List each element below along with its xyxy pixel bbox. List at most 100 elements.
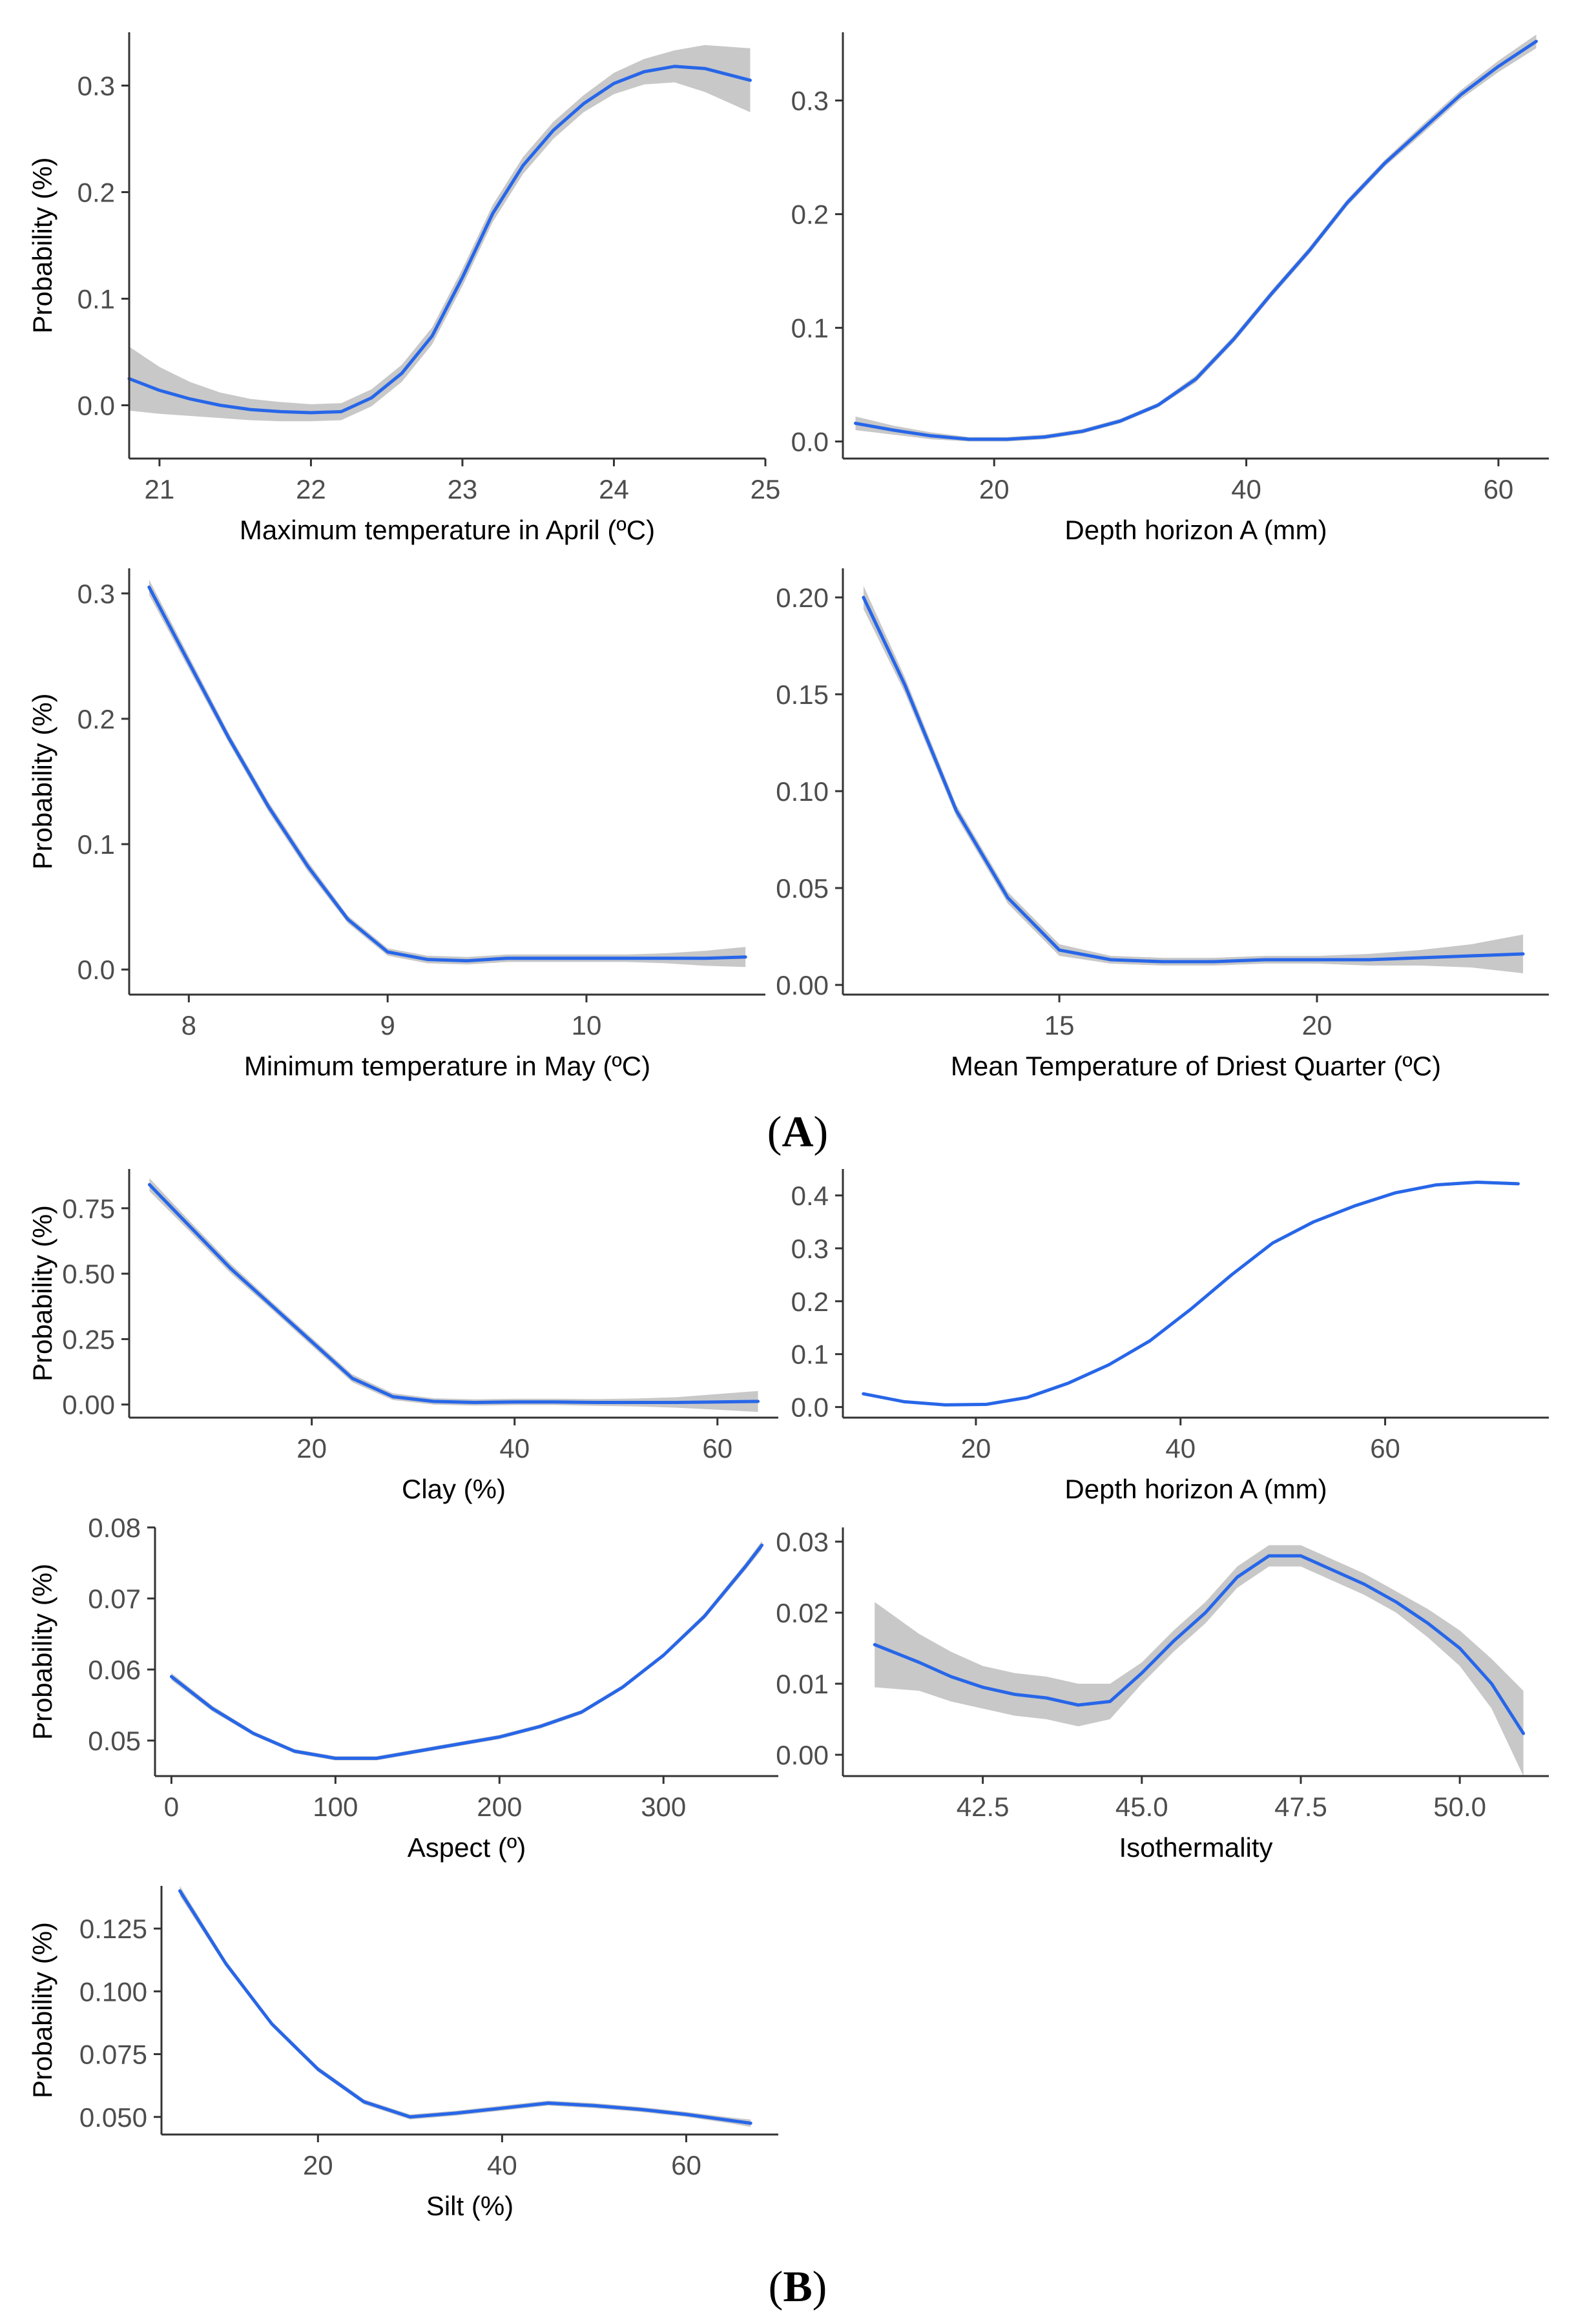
y-axis-label: Probability (%) <box>27 1205 57 1381</box>
data-point <box>1312 1221 1315 1223</box>
y-tick-label: 0.00 <box>776 1740 829 1770</box>
data-point <box>1476 1181 1478 1184</box>
data-point <box>431 335 433 337</box>
x-tick-label: 8 <box>181 1010 196 1040</box>
y-tick-label: 0.01 <box>776 1669 829 1699</box>
y-tick-label: 0.00 <box>776 970 829 1000</box>
data-point <box>187 661 190 664</box>
x-tick-label: 42.5 <box>957 1792 1010 1822</box>
x-tick-label: 40 <box>1165 1433 1196 1463</box>
data-point <box>1006 438 1008 440</box>
data-point <box>1013 1693 1016 1696</box>
data-point <box>1435 1184 1438 1186</box>
series-line <box>147 585 747 963</box>
data-point <box>432 1400 435 1403</box>
y-tick-label: 0.10 <box>776 776 829 807</box>
y-tick-label: 0.08 <box>88 1513 141 1543</box>
data-point <box>703 1615 706 1618</box>
y-tick-label: 0.1 <box>78 284 115 315</box>
data-point <box>316 2068 319 2071</box>
y-tick-label: 0.3 <box>78 579 115 609</box>
y-tick-label: 0.50 <box>62 1259 115 1289</box>
data-point <box>1490 1682 1493 1685</box>
y-axis-label: Probability (%) <box>27 693 57 869</box>
data-point <box>1204 1611 1207 1614</box>
data-point <box>400 372 403 375</box>
data-point <box>1161 960 1164 963</box>
data-point <box>982 1686 984 1689</box>
confidence-band <box>129 45 751 422</box>
panel-label-a: (A) <box>767 1107 828 1156</box>
y-tick-label: 0.125 <box>79 1914 147 1944</box>
x-tick-label: 50.0 <box>1433 1792 1486 1822</box>
data-point <box>539 1725 542 1728</box>
data-point <box>580 1711 583 1713</box>
subplot-4: 15 20 0.00 0.05 0.10 0.15 0.20 Mean Temperature… <box>776 568 1549 1081</box>
data-point <box>492 212 494 215</box>
data-point <box>1264 958 1267 961</box>
y-tick-label: 0.4 <box>791 1181 829 1211</box>
data-point <box>1517 1183 1520 1185</box>
data-point <box>1300 1555 1302 1557</box>
y-tick-label: 0.2 <box>78 704 115 734</box>
data-point <box>1006 896 1009 899</box>
data-point <box>862 1392 865 1395</box>
data-point <box>583 103 585 105</box>
data-point <box>506 957 508 960</box>
data-point <box>594 1401 597 1404</box>
data-point <box>1058 949 1061 951</box>
data-point <box>703 67 706 70</box>
data-point <box>211 1708 214 1710</box>
data-point <box>904 683 906 686</box>
subplot-3: 8 9 10 0.0 0.1 0.2 0.3 Minimum temperature in M… <box>27 568 765 1081</box>
data-point <box>716 1401 719 1403</box>
y-tick-label: 0.75 <box>62 1194 115 1224</box>
series-line <box>147 1183 760 1404</box>
subplot-8: 42.5 45.0 47.5 50.0 0.00 0.01 0.02 0.03 Isotherm… <box>776 1527 1549 1863</box>
data-point <box>252 1732 254 1735</box>
data-point <box>761 1544 763 1547</box>
data-point <box>1535 40 1538 43</box>
subplot-1: 21 22 23 24 25 0.0 0.1 0.2 0.3 Maximum temperatur… <box>27 32 780 545</box>
data-point <box>1522 953 1524 955</box>
data-point <box>1077 1704 1079 1706</box>
data-point <box>1308 249 1311 252</box>
data-point <box>370 397 373 399</box>
data-point <box>249 408 252 411</box>
data-point <box>749 2122 752 2125</box>
data-point <box>643 70 645 73</box>
x-tick-label: 45.0 <box>1115 1792 1168 1822</box>
data-point <box>1119 420 1121 422</box>
x-tick-label: 200 <box>477 1792 522 1822</box>
data-point <box>552 129 555 132</box>
x-tick-label: 24 <box>599 474 629 504</box>
y-tick-label: 0.02 <box>776 1598 829 1628</box>
x-axis-label: Depth horizon A (mm) <box>1064 515 1327 545</box>
data-point <box>363 2100 366 2103</box>
data-point <box>1148 1339 1151 1342</box>
x-axis-label: Minimum temperature in May (ºC) <box>244 1051 650 1081</box>
data-point <box>1395 1601 1398 1604</box>
x-tick-label: 25 <box>751 474 781 504</box>
data-point <box>1236 1576 1239 1578</box>
y-tick-label: 0.0 <box>791 1392 829 1423</box>
data-point <box>1043 436 1046 439</box>
data-point <box>1141 1672 1143 1675</box>
data-point <box>892 429 895 431</box>
data-point <box>219 404 222 407</box>
y-tick-label: 0.20 <box>776 583 829 613</box>
data-point <box>158 389 161 391</box>
data-point <box>1470 955 1473 957</box>
data-point <box>1422 128 1424 130</box>
data-point <box>930 435 933 437</box>
data-point <box>554 1401 557 1403</box>
data-point <box>1268 1555 1270 1557</box>
data-point <box>513 1401 516 1403</box>
data-point <box>189 398 191 400</box>
series-line <box>178 1889 752 2125</box>
data-point <box>1331 1569 1334 1571</box>
x-tick-label: 47.5 <box>1274 1792 1327 1822</box>
data-point <box>1367 958 1370 961</box>
x-tick-label: 20 <box>961 1433 991 1463</box>
data-point <box>1458 1647 1461 1649</box>
